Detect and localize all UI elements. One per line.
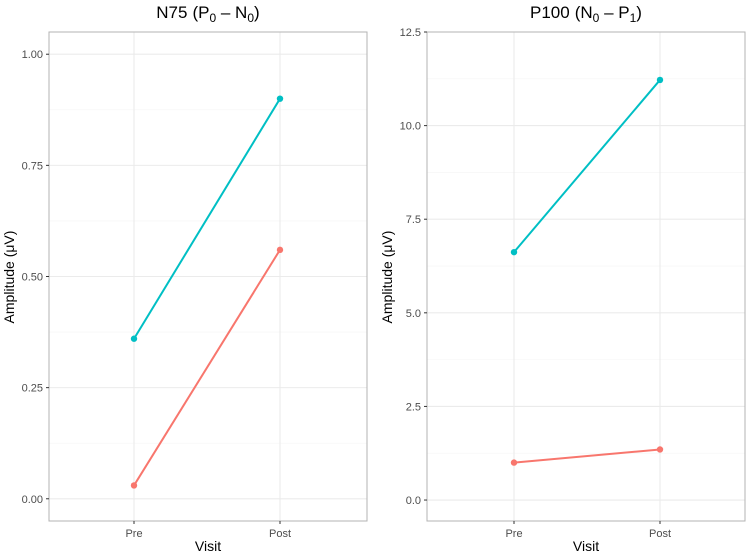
panel-p100-data-point (510, 248, 518, 256)
panel-n75-y-axis-label: Amplitude (μV) (1, 231, 17, 324)
panel-p100-series (510, 76, 664, 466)
panel-p100-y-tick-label: 12.5 (400, 27, 421, 39)
panel-n75-data-point (276, 246, 284, 254)
panel-n75-data-point (130, 335, 138, 342)
panel-p100-y-tick-label: 0.0 (406, 495, 421, 507)
panel-n75-y-tick-label: 0.25 (22, 383, 43, 395)
panel-p100-y-tick-label: 7.5 (406, 214, 421, 226)
panel-n75-data-point (130, 482, 138, 489)
panel-p100-x-axis-label: Visit (573, 538, 599, 554)
panel-n75: 0.00 0.25 0.50 0.75 1.00 Pre Post N75 (P0 – N0)… (1, 3, 368, 554)
panel-p100-border (426, 31, 746, 522)
panel-p100-ticks: 0.0 2.5 5.0 7.5 10.0 12.5 Pre Post (400, 27, 671, 540)
panel-p100-y-axis-label: Amplitude (μV) (379, 231, 395, 324)
panel-p100-series-line-2 (513, 79, 661, 253)
panel-p100-title: P100 (N0 – P1) (530, 3, 642, 25)
panel-n75-x-tick-label: Pre (125, 528, 142, 540)
panel-p100: 0.0 2.5 5.0 7.5 10.0 12.5 Pre Post P100 (N0 – P1… (379, 3, 746, 554)
panel-p100-x-tick-label: Post (649, 528, 671, 540)
panel-n75-series-line-1 (133, 249, 281, 486)
panel-n75-series-line-2 (133, 98, 281, 340)
panel-p100-data-point (656, 446, 664, 453)
panel-p100-x-tick-label: Pre (505, 528, 522, 540)
panel-n75-y-tick-label: 0.50 (22, 272, 43, 284)
panel-p100-y-tick-label: 10.0 (400, 121, 421, 133)
panel-p100-data-point (656, 76, 664, 84)
panel-n75-y-tick-label: 1.00 (22, 49, 43, 61)
panel-p100-data-point (510, 459, 518, 466)
panel-n75-series (130, 95, 284, 489)
panel-n75-x-tick-label: Post (269, 528, 291, 540)
panel-n75-grid (49, 32, 367, 521)
panel-p100-y-tick-label: 2.5 (406, 401, 421, 413)
panel-n75-ticks: 0.00 0.25 0.50 0.75 1.00 Pre Post (22, 49, 291, 540)
panel-p100-y-tick-label: 5.0 (406, 308, 421, 320)
panel-n75-x-axis-label: Visit (195, 538, 221, 554)
panel-n75-title: N75 (P0 – N0) (156, 3, 259, 25)
panel-p100-series-line-1 (513, 448, 661, 464)
panel-p100-grid (427, 31, 745, 521)
panel-n75-y-tick-label: 0.00 (22, 494, 43, 506)
panel-n75-data-point (276, 95, 284, 102)
panel-n75-y-tick-label: 0.75 (22, 160, 43, 172)
